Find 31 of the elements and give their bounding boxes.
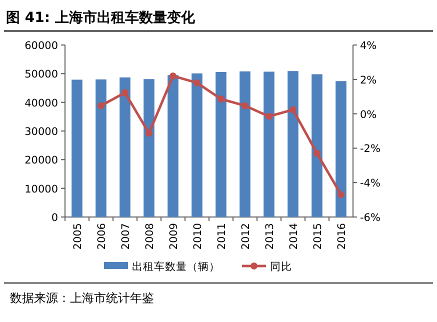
xtick: 2007 xyxy=(120,223,132,250)
ytick: 10000 xyxy=(24,183,58,196)
y2tick: -6% xyxy=(360,212,380,224)
xtick: 2016 xyxy=(336,223,348,250)
y2tick: -2% xyxy=(360,143,380,156)
ytick: 20000 xyxy=(24,154,58,167)
title: 图 41: 上海市出租车数量变化 xyxy=(6,10,195,26)
xtick: 2010 xyxy=(192,223,204,250)
legend-label: 出租车数量（辆） xyxy=(132,260,220,273)
ytick: 30000 xyxy=(24,126,58,138)
xtick: 2005 xyxy=(72,223,84,250)
legend-item: 同比 xyxy=(242,261,292,273)
xtick: 2009 xyxy=(168,223,180,250)
xtick: 2013 xyxy=(264,223,276,250)
legend-label: 同比 xyxy=(270,260,292,273)
ytick: 50000 xyxy=(24,68,58,81)
y2tick: 2% xyxy=(360,74,377,86)
xtick: 2012 xyxy=(240,223,252,250)
xtick: 2015 xyxy=(312,223,324,250)
annotation: 数据来源：上海市统计年鉴 xyxy=(10,291,154,305)
xtick: 2006 xyxy=(96,223,108,250)
ytick: 0 xyxy=(51,212,58,224)
y2tick: -4% xyxy=(360,178,380,190)
xtick: 2008 xyxy=(144,223,156,250)
ytick: 60000 xyxy=(24,40,58,52)
legend-item: 出租车数量（辆） xyxy=(104,261,220,273)
xtick: 2011 xyxy=(216,223,228,250)
ytick: 40000 xyxy=(24,97,58,110)
y2tick: 0% xyxy=(360,108,377,121)
xtick: 2014 xyxy=(288,223,300,250)
y2tick: 4% xyxy=(360,40,377,52)
